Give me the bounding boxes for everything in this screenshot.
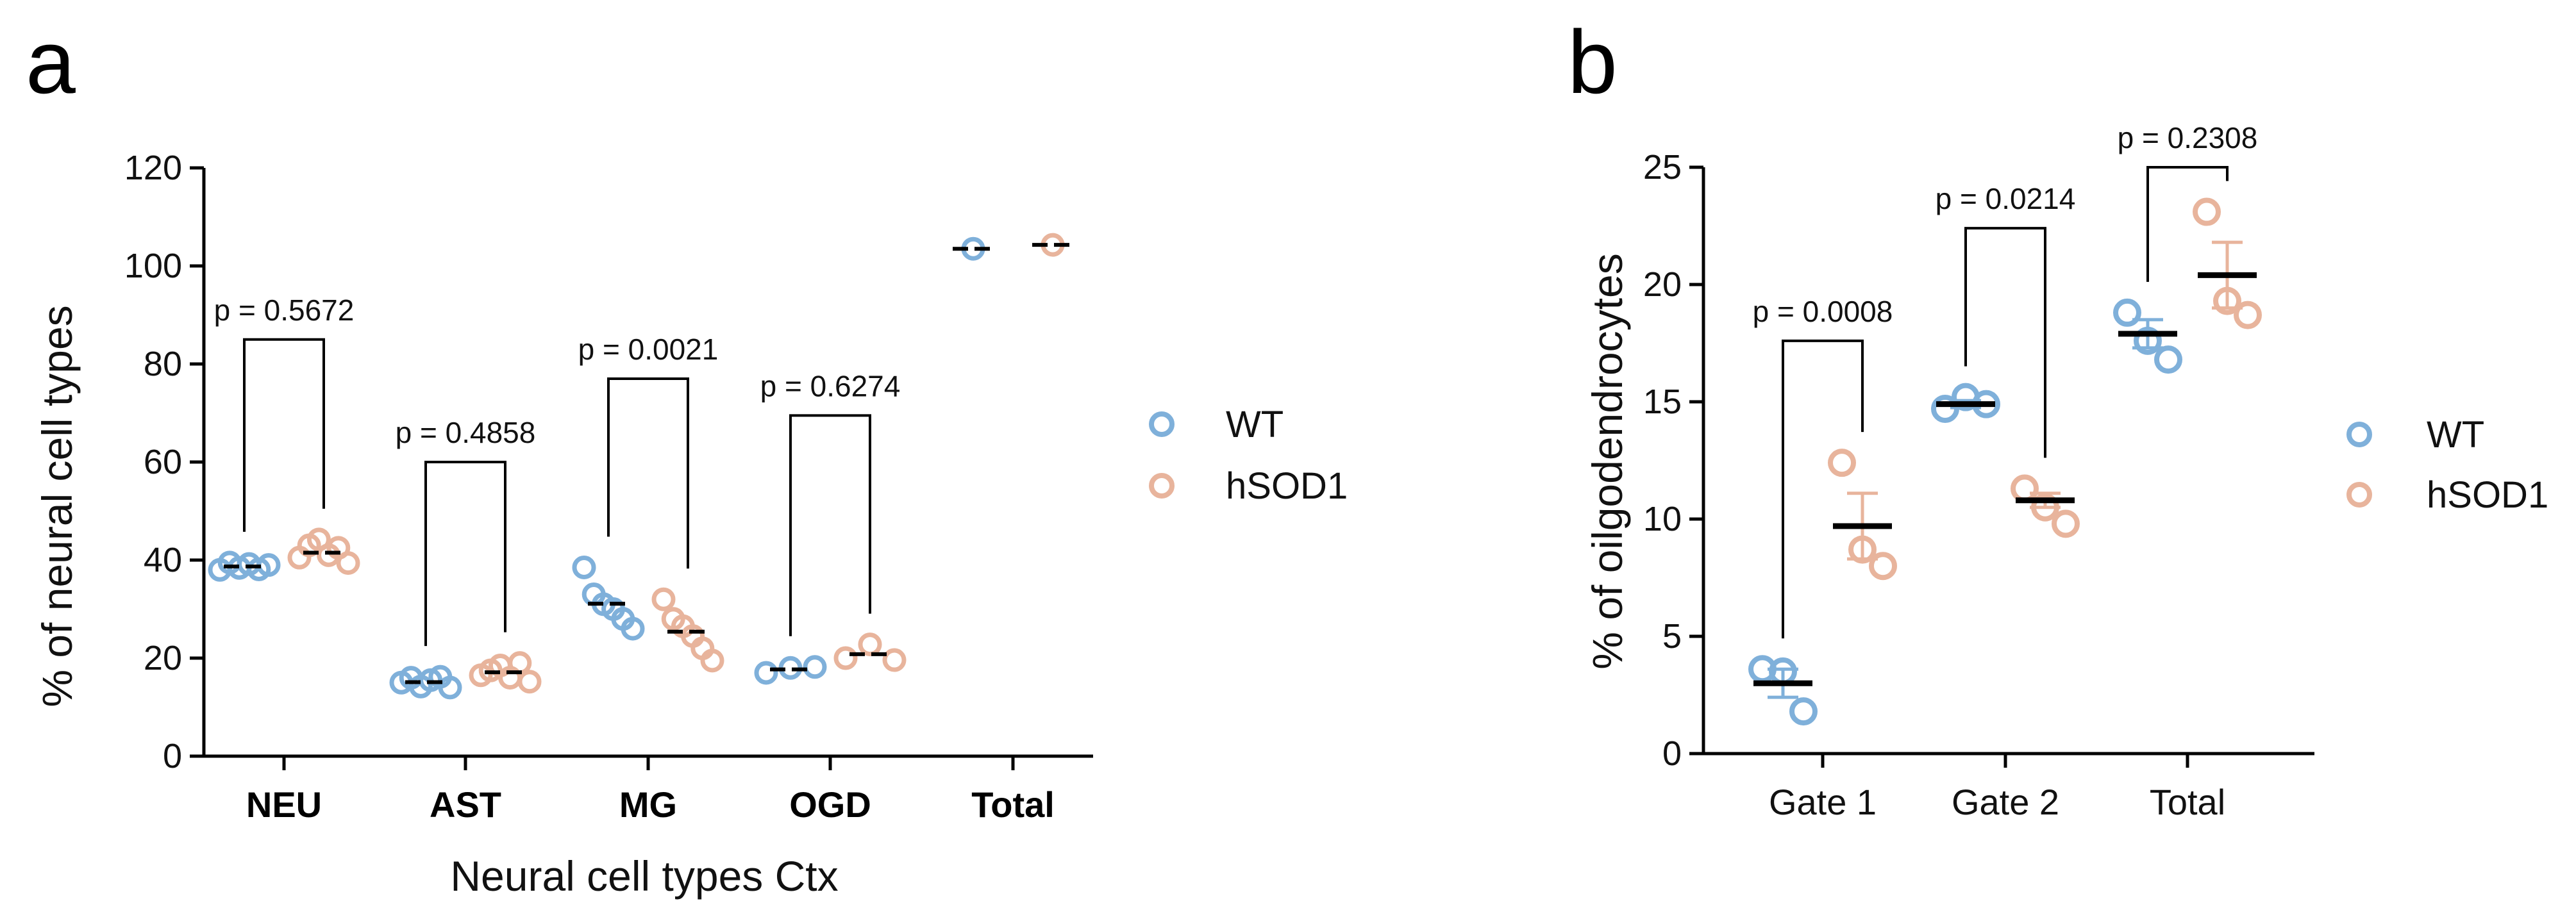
hsod1-point (882, 648, 907, 672)
p-value-label: p = 0.4858 (396, 416, 536, 449)
comparison-bracket (1782, 339, 1864, 639)
comparison-bracket (1964, 227, 2046, 458)
comparison-bracket (2146, 166, 2229, 282)
x-tick-label: Total (971, 784, 1055, 825)
y-tick-label: 100 (124, 247, 182, 285)
wt-point (572, 555, 596, 579)
wt-point (621, 616, 645, 641)
hsod1-point (2031, 493, 2059, 522)
hsod1-point (2193, 197, 2221, 226)
hsod1-point (2213, 286, 2241, 315)
y-tick-label: 20 (144, 639, 182, 677)
hsod1-point (2234, 301, 2262, 329)
panel-b-plot: 0 5 10 15 20 25 Gate 1 Gate 2 Total p = 0.0008 p =… (1643, 121, 2314, 822)
hsod1-point (1869, 552, 1897, 581)
wt-point (2113, 298, 2141, 327)
panel-b-y-axis-title: % of oilgodendrocytes (1584, 253, 1631, 669)
hsod1-point (508, 651, 532, 675)
y-tick-label: 10 (1643, 500, 1682, 538)
hsod1-point (336, 551, 360, 575)
x-tick-label: Gate 2 (1952, 782, 2059, 822)
hsod1-point (517, 670, 542, 694)
legend-wt-marker (2346, 422, 2372, 447)
legend-hsod1-marker (2346, 482, 2372, 508)
y-tick-label: 80 (144, 345, 182, 383)
x-tick-label: Gate 1 (1769, 782, 1877, 822)
legend-hsod1-marker (1149, 473, 1175, 499)
y-tick-label: 60 (144, 443, 182, 481)
p-value-label: p = 0.5672 (214, 293, 355, 327)
hsod1-point (1828, 449, 1856, 477)
p-value-label: p = 0.0214 (1936, 182, 2076, 215)
wt-point (1931, 394, 1959, 423)
panel-a-y-axis-title: % of neural cell types (33, 305, 81, 707)
hsod1-point (1848, 535, 1877, 564)
wt-point (754, 661, 778, 685)
wt-point (2134, 326, 2162, 355)
y-tick-label: 20 (1643, 265, 1682, 304)
y-tick-label: 5 (1662, 617, 1682, 656)
x-tick-label: OGD (789, 784, 871, 825)
comparison-bracket (789, 414, 871, 636)
wt-point (803, 655, 827, 679)
legend-hsod1-label: hSOD1 (1226, 465, 1348, 507)
p-value-label: p = 0.0021 (578, 333, 719, 366)
wt-point (2154, 345, 2182, 374)
y-tick-label: 15 (1643, 383, 1682, 421)
legend-wt-label: WT (2427, 414, 2484, 456)
hsod1-point (858, 632, 882, 657)
wt-point (1789, 697, 1818, 726)
y-tick-label: 40 (144, 541, 182, 579)
panel-a-legend: WT hSOD1 (1149, 404, 1348, 507)
panel-a-plot: 0 20 40 60 80 100 120 NEU AST MG OGD Total p = 0.567… (124, 149, 1093, 825)
legend-wt-marker (1149, 411, 1175, 437)
x-tick-label: MG (619, 784, 677, 825)
comparison-bracket (607, 377, 689, 569)
comparison-bracket (424, 461, 506, 647)
p-value-label: p = 0.2308 (2118, 121, 2258, 154)
x-tick-label: NEU (246, 784, 322, 825)
hsod1-point (700, 649, 724, 673)
panel-a-x-axis-title: Neural cell types Ctx (450, 852, 838, 900)
y-tick-label: 0 (1662, 734, 1682, 773)
comparison-bracket (243, 338, 325, 532)
hsod1-point (651, 587, 676, 611)
hsod1-point (2052, 509, 2080, 538)
p-value-label: p = 0.0008 (1753, 295, 1893, 328)
panel-b-letter: b (1568, 12, 1618, 112)
legend-hsod1-label: hSOD1 (2427, 474, 2548, 516)
hsod1-point (833, 646, 858, 670)
wt-point (438, 675, 462, 700)
y-tick-label: 120 (124, 149, 182, 187)
x-tick-label: AST (430, 784, 501, 825)
y-tick-label: 0 (163, 737, 182, 775)
x-tick-label: Total (2150, 782, 2225, 822)
legend-wt-label: WT (1226, 404, 1284, 445)
p-value-label: p = 0.6274 (760, 369, 901, 402)
y-tick-label: 25 (1643, 148, 1682, 186)
panel-a-letter: a (26, 12, 76, 112)
panel-b-legend: WT hSOD1 (2346, 414, 2548, 516)
hsod1-point (2011, 474, 2039, 503)
